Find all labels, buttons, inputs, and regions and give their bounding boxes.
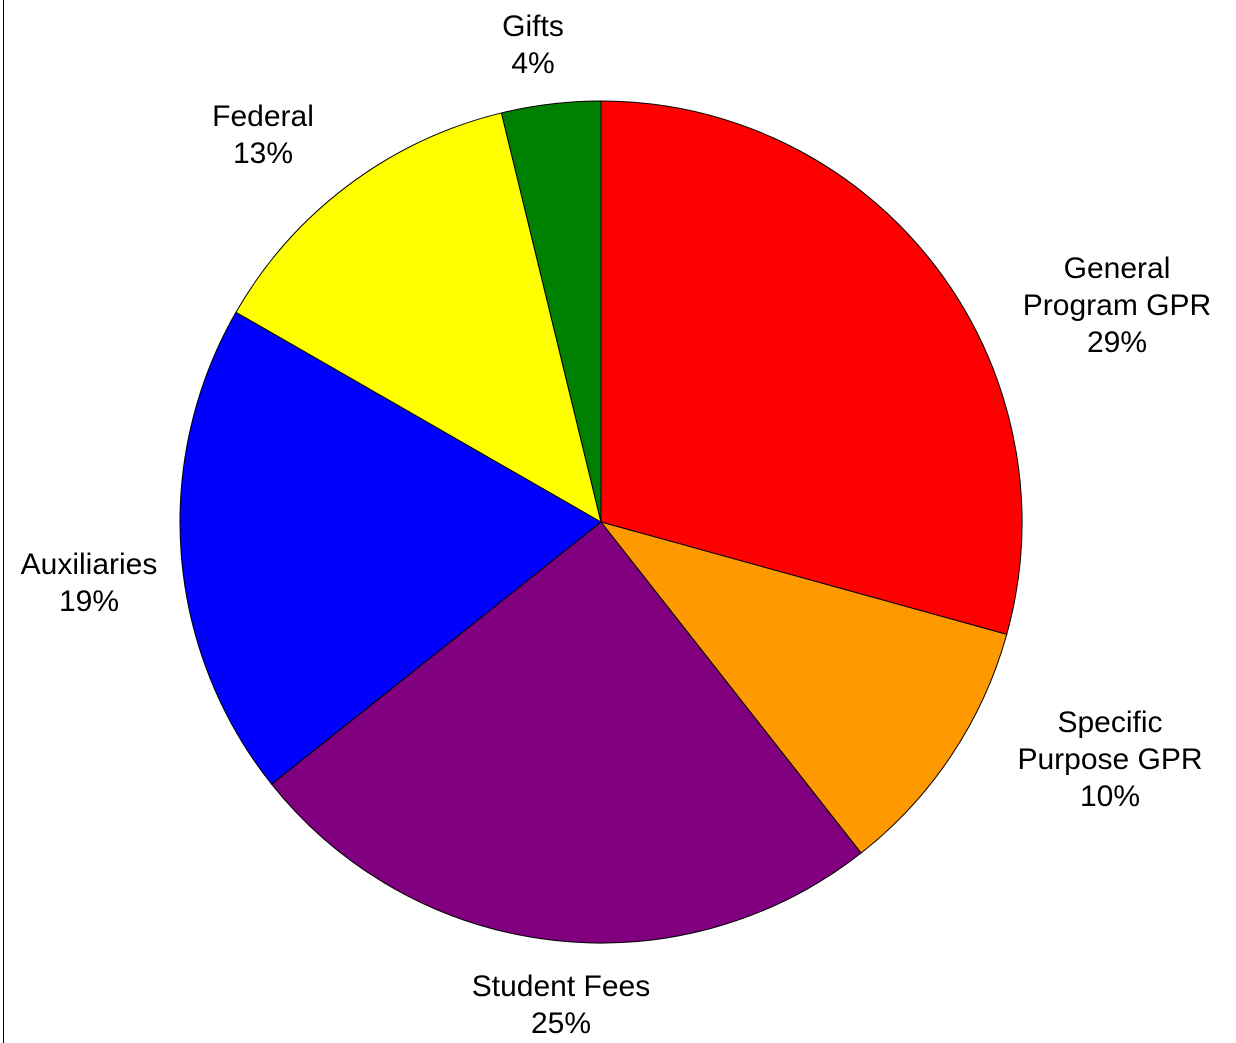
slice-label-general-program-gpr: General Program GPR 29% (1023, 252, 1211, 359)
slice-label-auxiliaries: Auxiliaries 19% (21, 548, 158, 618)
pie-slice-student-fees (271, 521, 862, 944)
slice-name-label: Auxiliaries (21, 548, 158, 581)
pie-slice-auxiliaries (179, 311, 602, 785)
slice-percent-label: 13% (233, 137, 293, 170)
slice-name-label: Student Fees (472, 970, 650, 1003)
left-border-line (3, 0, 4, 1043)
slice-name-label: Federal (212, 100, 314, 133)
slice-label-federal: Federal 13% (212, 100, 314, 170)
slice-percent-label: 25% (531, 1007, 591, 1040)
slice-name-label: Program GPR (1023, 289, 1211, 322)
slice-name-label: Gifts (502, 10, 564, 43)
slice-name-label: Specific (1057, 706, 1162, 739)
slice-label-gifts: Gifts 4% (502, 10, 564, 80)
pie-slice-specific-purpose-gpr (600, 521, 1008, 854)
slice-percent-label: 29% (1087, 326, 1147, 359)
pie-slice-general-program-gpr (600, 100, 1023, 635)
slice-percent-label: 4% (511, 47, 554, 80)
pie-slice-federal (235, 112, 602, 523)
pie-labels: General Program GPR 29% Specific Purpose GPR… (21, 10, 1212, 1040)
slice-name-label: Purpose GPR (1017, 743, 1202, 776)
pie-slices (179, 100, 1023, 944)
slice-label-student-fees: Student Fees 25% (472, 970, 650, 1040)
slice-percent-label: 19% (59, 585, 119, 618)
slice-name-label: General (1064, 252, 1171, 285)
slice-percent-label: 10% (1080, 780, 1140, 813)
slice-label-specific-purpose-gpr: Specific Purpose GPR 10% (1017, 706, 1202, 813)
pie-slice-gifts (500, 100, 602, 523)
